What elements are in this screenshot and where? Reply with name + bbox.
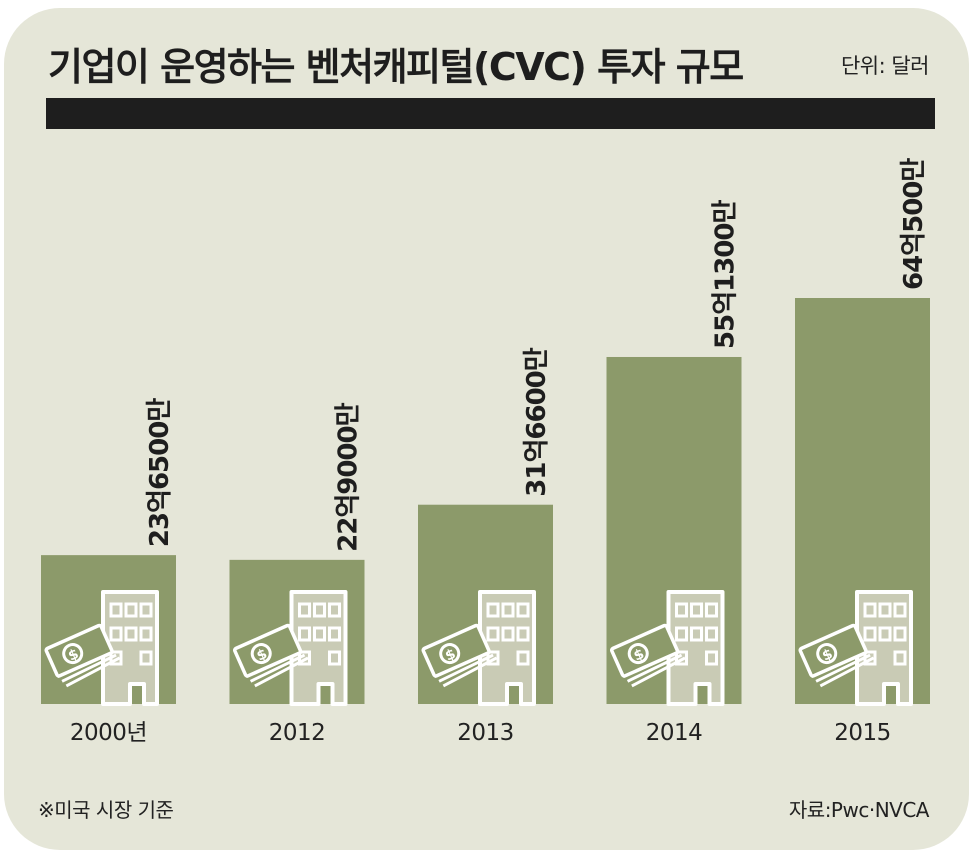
building-icon	[478, 590, 536, 706]
x-tick-label: 2013	[457, 720, 514, 746]
data-label: 23억6500만	[145, 398, 175, 547]
data-label: 55억1300만	[711, 200, 741, 349]
bar-group: $22억9000만 2012	[229, 402, 365, 746]
bar-group: $23억6500만 2000년	[41, 398, 176, 746]
data-label: 22억9000만	[334, 402, 364, 551]
building-icon	[666, 590, 725, 706]
x-tick-label: 2015	[834, 720, 891, 746]
footnote: ※미국 시장 기준	[38, 798, 174, 822]
source-label: 자료:Pwc·NVCA	[788, 798, 930, 822]
data-label: 64억500만	[899, 158, 929, 290]
money-icon: $	[798, 623, 875, 688]
bar-group: $31억6600만 2013	[418, 347, 553, 746]
money-icon: $	[609, 623, 686, 688]
x-tick-label: 2012	[269, 720, 326, 746]
x-tick-label: 2014	[646, 720, 703, 746]
money-icon: $	[44, 623, 121, 688]
chart-title: 기업이 운영하는 벤처캐피털(CVC) 투자 규모	[48, 45, 744, 89]
building-icon	[855, 590, 913, 706]
x-tick-label: 2000년	[70, 720, 147, 746]
unit-label: 단위: 달러	[840, 54, 930, 78]
data-label: 31억6600만	[522, 347, 552, 496]
title-rule	[46, 98, 935, 129]
building-icon	[101, 590, 159, 706]
bar-group: $64억500만 2015	[795, 158, 930, 746]
bar-group: $55억1300만 2014	[606, 200, 742, 746]
money-icon: $	[232, 623, 309, 688]
money-icon: $	[421, 623, 498, 688]
building-icon	[289, 590, 348, 706]
